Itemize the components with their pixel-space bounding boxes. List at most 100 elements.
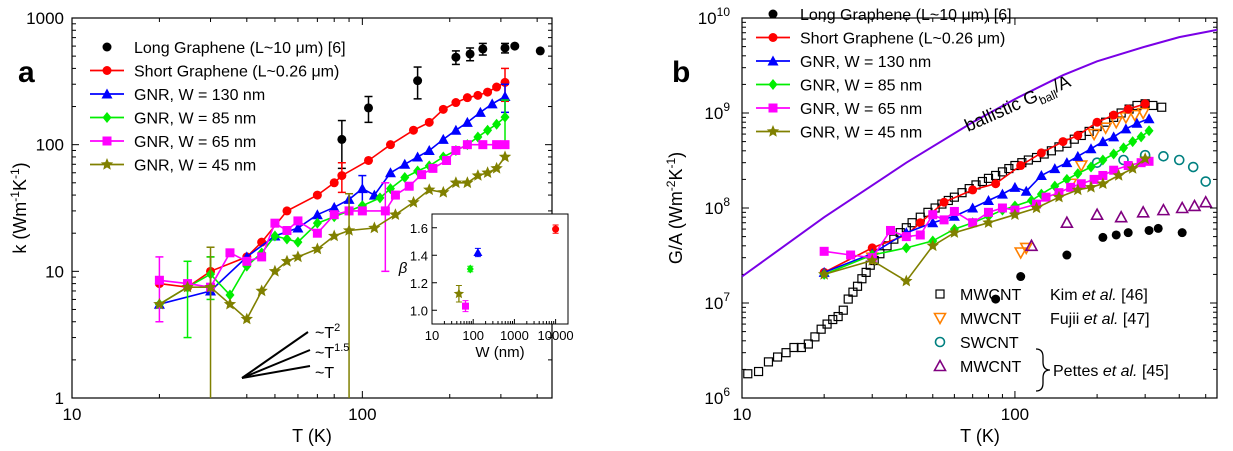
data-point (818, 267, 831, 280)
data-point (1136, 107, 1151, 121)
ref-author: Pettes (1053, 363, 1103, 380)
data-point (838, 305, 848, 315)
panel-b-axis-ticks (741, 17, 1217, 399)
data-point (1096, 177, 1110, 189)
data-point (413, 76, 423, 86)
legend-marker (767, 55, 779, 66)
data-point (1131, 117, 1143, 128)
legend-entry: GNR, W = 85 nm (90, 111, 256, 128)
data-point (407, 195, 420, 208)
data-point (1198, 195, 1213, 208)
data-point (1049, 163, 1061, 174)
data-point (1016, 161, 1026, 171)
data-point (1060, 215, 1074, 229)
data-point (473, 131, 483, 143)
data-point (1187, 161, 1199, 173)
data-point (866, 254, 879, 266)
data-point (473, 90, 483, 100)
data-point (451, 98, 461, 108)
panel-a-legend: Long Graphene (L~10 μm) [6] Short Graphen… (90, 40, 346, 175)
data-point (1136, 205, 1151, 218)
data-point (889, 234, 899, 244)
data-point (240, 312, 253, 325)
y-tick-label: 106 (704, 385, 730, 408)
legend-entry: Short Graphene (L~0.26 μm) (756, 31, 1005, 48)
data-point (204, 280, 217, 293)
legend-entry: GNR, W = 130 nm (756, 54, 931, 71)
guide-line-t1p5 (241, 349, 311, 379)
data-point (1073, 130, 1083, 140)
legend-label: Short Graphene (L~0.26 μm) (800, 31, 1005, 48)
data-point (404, 181, 414, 191)
data-point (412, 151, 424, 162)
data-point (907, 218, 917, 228)
data-point (1136, 131, 1146, 143)
data-point (428, 163, 438, 173)
data-point (901, 242, 911, 254)
data-point (312, 228, 322, 238)
data-point (1008, 208, 1022, 220)
data-point (461, 176, 474, 189)
data-point (385, 140, 395, 150)
y-tick-label-exponent: 6 (723, 385, 730, 399)
data-point (486, 98, 498, 109)
data-point (462, 140, 472, 150)
data-point (257, 252, 267, 262)
data-point (983, 173, 994, 183)
data-point (1111, 230, 1121, 240)
legend-entry: GNR, W = 65 nm (90, 134, 256, 151)
data-point (983, 207, 993, 217)
data-point (867, 243, 877, 253)
data-point (991, 294, 1001, 304)
series-gnr-w-45-nm (818, 152, 1152, 287)
data-point (342, 224, 356, 236)
data-point (1098, 232, 1108, 242)
inset-y-axis-label: β (398, 260, 408, 277)
cnt-legend-name: MWCNT (960, 287, 1022, 304)
data-point (363, 155, 373, 165)
inset-points (453, 224, 560, 313)
data-point (437, 185, 450, 198)
data-point (1024, 238, 1039, 252)
data-point (1062, 173, 1072, 185)
data-point (1009, 181, 1021, 192)
legend-marker (102, 136, 112, 146)
data-point (1092, 117, 1102, 127)
data-point (311, 209, 323, 220)
guide-line-t (241, 365, 311, 379)
data-point (270, 230, 280, 242)
data-point (968, 218, 978, 228)
ref-number: [47] (1118, 311, 1149, 328)
data-point (1089, 174, 1099, 184)
cnt-legend-entry: MWCNT Fujii et al. [47] (933, 311, 1150, 328)
cnt-legend-marker (933, 358, 947, 372)
y-tick-label: 1000 (26, 9, 64, 28)
y-tick-label: 10 (45, 262, 64, 281)
y-tick-label: 1010 (698, 5, 731, 28)
data-point (1086, 161, 1096, 173)
x-tick-label: 10 (63, 405, 82, 424)
data-point (1187, 198, 1202, 212)
y-tick-label-base: 10 (704, 199, 723, 218)
y-tick-label: 107 (704, 290, 730, 313)
legend-marker (768, 33, 778, 42)
data-point (461, 116, 473, 127)
inset-x-tick-label: 10 (425, 328, 439, 343)
inset-y-tick-label: 1.0 (410, 303, 428, 318)
legend-entry: Long Graphene (L~10 μm) [6] (768, 7, 1012, 24)
data-point (1120, 123, 1132, 134)
data-point (451, 52, 461, 62)
data-point (928, 210, 938, 220)
data-point (1173, 154, 1185, 166)
data-point (967, 202, 979, 213)
legend-marker (768, 9, 778, 19)
data-point (312, 190, 322, 200)
data-point (1097, 136, 1109, 147)
data-point (438, 104, 448, 114)
data-point (311, 242, 324, 255)
data-point (1118, 154, 1129, 166)
data-point (1030, 201, 1043, 214)
legend-marker (766, 125, 780, 137)
